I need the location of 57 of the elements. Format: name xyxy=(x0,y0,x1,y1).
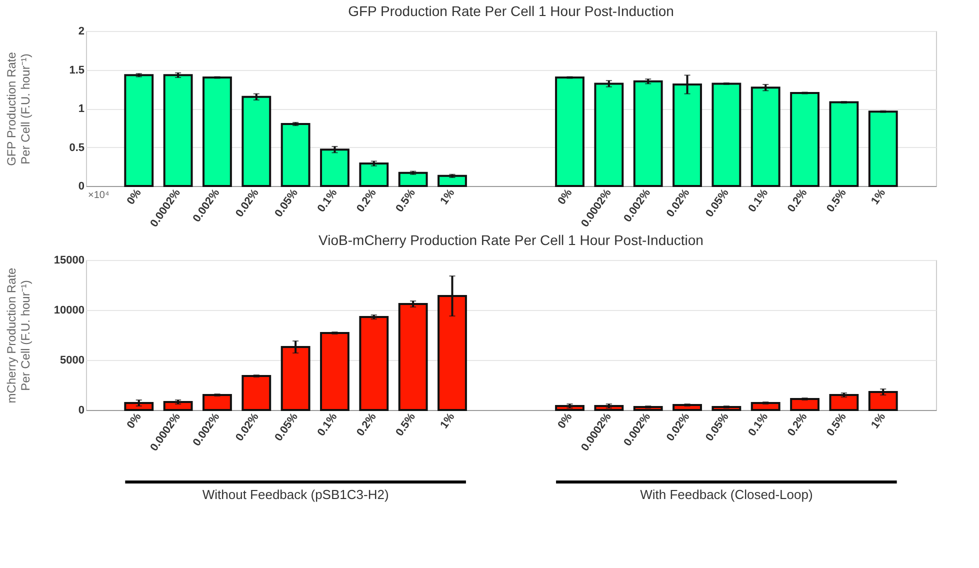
text: With Feedback (Closed-Loop) xyxy=(640,487,813,502)
bar xyxy=(829,394,859,411)
bar xyxy=(398,303,428,411)
bar xyxy=(712,406,742,411)
bar xyxy=(633,80,663,187)
bar xyxy=(242,375,272,411)
y-tick-label: 1 xyxy=(78,103,84,115)
bar xyxy=(280,123,310,187)
bar xyxy=(829,101,859,187)
bar xyxy=(124,402,154,411)
y-tick-label: 10000 xyxy=(54,304,84,316)
bar xyxy=(359,162,389,187)
bar xyxy=(555,76,584,187)
bar xyxy=(790,398,820,411)
x-tick-label: 0% xyxy=(124,186,144,207)
bar xyxy=(124,74,154,187)
y-tick-label: 15000 xyxy=(54,254,84,266)
x-tick-label: 1% xyxy=(438,186,458,207)
y-tick-label: 0.5 xyxy=(69,142,84,154)
x-tick-label: 0% xyxy=(556,410,575,431)
bar xyxy=(868,391,898,411)
bar xyxy=(790,92,820,187)
bar xyxy=(555,405,584,411)
text: Without Feedback (pSB1C3-H2) xyxy=(202,487,389,502)
bar xyxy=(750,402,780,411)
bar xyxy=(594,82,624,187)
bar xyxy=(202,394,232,411)
bar xyxy=(868,110,898,187)
x-tick-label: 1% xyxy=(438,410,458,431)
bar xyxy=(594,405,624,411)
bar xyxy=(320,148,350,187)
y-tick-label: 5000 xyxy=(60,354,84,366)
y-axis-title: GFP Production Rate Per Cell (F.U. hour⁻¹) xyxy=(4,52,32,166)
bar xyxy=(320,332,350,411)
chart-title: VioB-mCherry Production Rate Per Cell 1 Hour Post-Induction xyxy=(318,232,704,248)
bar xyxy=(202,76,232,187)
x-tick-label: 0% xyxy=(124,410,144,431)
y-tick-label: 2 xyxy=(78,26,84,38)
bar xyxy=(712,82,742,187)
bar xyxy=(750,86,780,187)
bar xyxy=(163,401,193,411)
y-tick-label: 0 xyxy=(78,180,84,192)
x-tick-label: 1% xyxy=(869,410,888,431)
bar xyxy=(163,74,193,187)
bar xyxy=(359,316,389,411)
bar xyxy=(672,404,702,411)
bar xyxy=(633,406,663,411)
bar xyxy=(438,174,467,187)
bar xyxy=(242,96,272,187)
y-tick-label: 0 xyxy=(78,404,84,416)
chart-title: GFP Production Rate Per Cell 1 Hour Post-Induction xyxy=(348,3,674,19)
y-tick-label: 1.5 xyxy=(69,64,84,76)
y-axis-title: mCherry Production Rate Per Cell (F.U. hour⁻¹) xyxy=(4,267,32,404)
x-tick-label: 1% xyxy=(869,186,888,207)
text: ×10⁴ xyxy=(88,190,110,201)
x-tick-label: 0% xyxy=(556,186,575,207)
bar xyxy=(398,172,428,187)
